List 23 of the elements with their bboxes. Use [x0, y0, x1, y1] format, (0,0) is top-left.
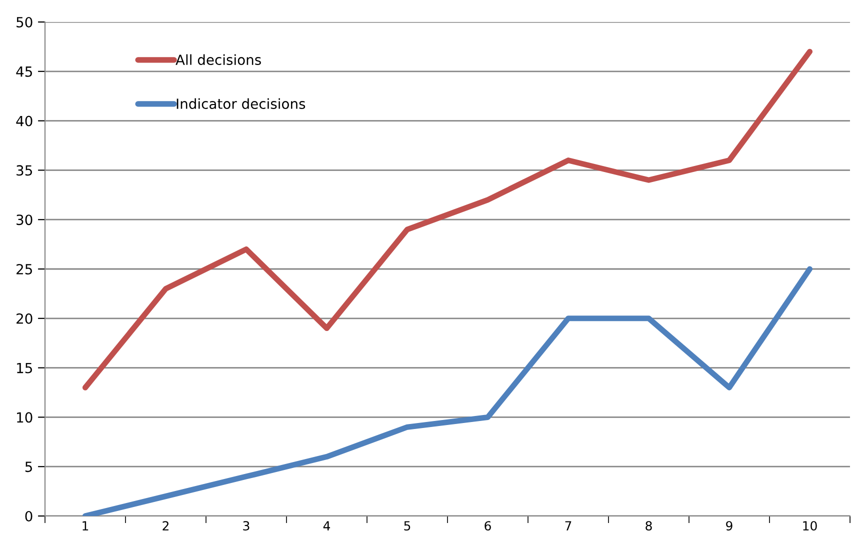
- y-tick-label: 0: [25, 510, 32, 522]
- x-tick-label: 7: [565, 521, 572, 530]
- y-tick-label: 20: [16, 313, 32, 324]
- x-tick-label: 9: [726, 521, 732, 531]
- x-tick-label: 10: [803, 521, 817, 531]
- x-tick-label: 3: [243, 521, 250, 531]
- x-tick-label: 8: [646, 521, 652, 531]
- x-tick-label: 6: [484, 521, 491, 531]
- x-tick-label: 5: [404, 521, 410, 531]
- x-tick-label: 1: [82, 521, 88, 530]
- y-tick-label: 40: [16, 116, 32, 126]
- x-tick-label: 2: [162, 521, 168, 530]
- legend-label: All decisions: [176, 54, 261, 66]
- y-tick-label: 25: [16, 264, 32, 274]
- y-tick-label: 10: [17, 412, 32, 423]
- x-tick-label: 4: [323, 521, 330, 530]
- legend-label: Indicator decisions: [176, 98, 306, 110]
- y-tick-label: 30: [16, 214, 32, 226]
- y-tick-label: 45: [16, 66, 32, 77]
- y-tick-label: 5: [25, 462, 32, 472]
- y-tick-label: 15: [17, 362, 32, 374]
- y-tick-label: 35: [16, 165, 32, 176]
- y-tick-label: 50: [16, 16, 32, 28]
